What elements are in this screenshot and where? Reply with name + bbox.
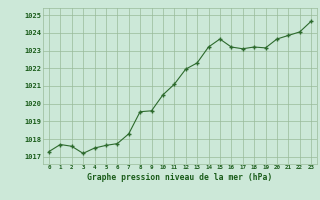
X-axis label: Graphe pression niveau de la mer (hPa): Graphe pression niveau de la mer (hPa)	[87, 173, 273, 182]
